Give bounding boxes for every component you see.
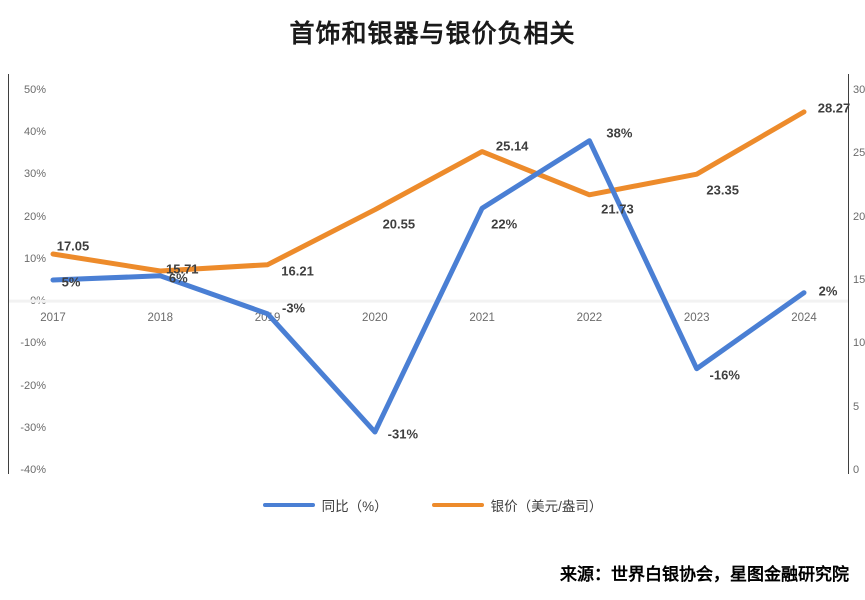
right-axis-tick: 0 [853,464,860,476]
x-axis: 2017 2018 2019 2020 2021 2022 2023 2024 [8,312,849,333]
legend-item-yoy[interactable]: 同比（%） [262,495,388,515]
series-line-silver-price [50,109,807,274]
data-label: 38% [606,125,633,141]
data-label: 28.27 [817,100,851,116]
left-axis-tick: 10% [23,252,46,265]
data-label: 23.35 [706,182,739,198]
data-label: 21.73 [601,201,634,217]
source-note: 来源：世界白银协会，星图金融研究院 [560,565,849,584]
x-axis-tick: 2023 [683,312,710,324]
data-label: 5% [61,274,81,290]
plot-area [8,74,849,474]
x-axis-tick: 2018 [147,312,174,324]
right-axis-tick: 25 [853,147,865,160]
left-axis-tick: 30% [23,168,46,181]
x-axis-tick: 2021 [469,312,495,324]
right-axis-tick: 5 [853,400,860,413]
right-axis-tick: 10 [853,337,865,350]
series-line-yoy [50,138,807,435]
left-axis-tick: 20% [23,210,46,223]
data-label: 2% [818,283,838,299]
left-axis-tick: -10% [20,337,46,350]
legend-swatch-blue [262,503,315,507]
left-axis-tick: -40% [20,464,46,476]
right-axis-tick: 15 [853,274,865,286]
data-label: 17.05 [56,238,90,254]
legend-label-yoy: 同比（%） [321,499,388,514]
left-axis-tick: -20% [20,379,46,392]
x-axis-tick: 2024 [791,312,817,324]
legend-item-silver-price[interactable]: 银价（美元/盎司） [431,495,603,515]
data-label: 20.55 [382,216,416,232]
data-label: 15.71 [166,261,199,277]
data-label: 16.21 [281,263,314,279]
left-axis-tick: 50% [23,84,46,96]
right-axis-tick: 20 [853,210,865,223]
x-axis-tick: 2019 [254,312,281,324]
right-axis-tick: 30 [853,84,865,96]
chart-title: 首饰和银器与银价负相关 [289,20,576,48]
data-label: 6% [168,270,188,286]
legend-swatch-orange [431,503,484,507]
data-label: -3% [282,300,306,316]
data-label: -31% [387,426,419,442]
data-label: -16% [709,367,740,383]
x-axis-tick: 2022 [576,312,603,324]
legend-label-silver-price: 银价（美元/盎司） [490,499,603,514]
left-axis-tick: -30% [20,421,46,434]
chart-legend: 同比（%） 银价（美元/盎司） [0,495,865,515]
data-label: 25.14 [495,138,529,154]
x-axis-tick: 2017 [40,312,66,324]
data-label: 22% [491,216,518,232]
left-axis-tick: 40% [23,126,46,139]
x-axis-tick: 2020 [362,312,388,324]
